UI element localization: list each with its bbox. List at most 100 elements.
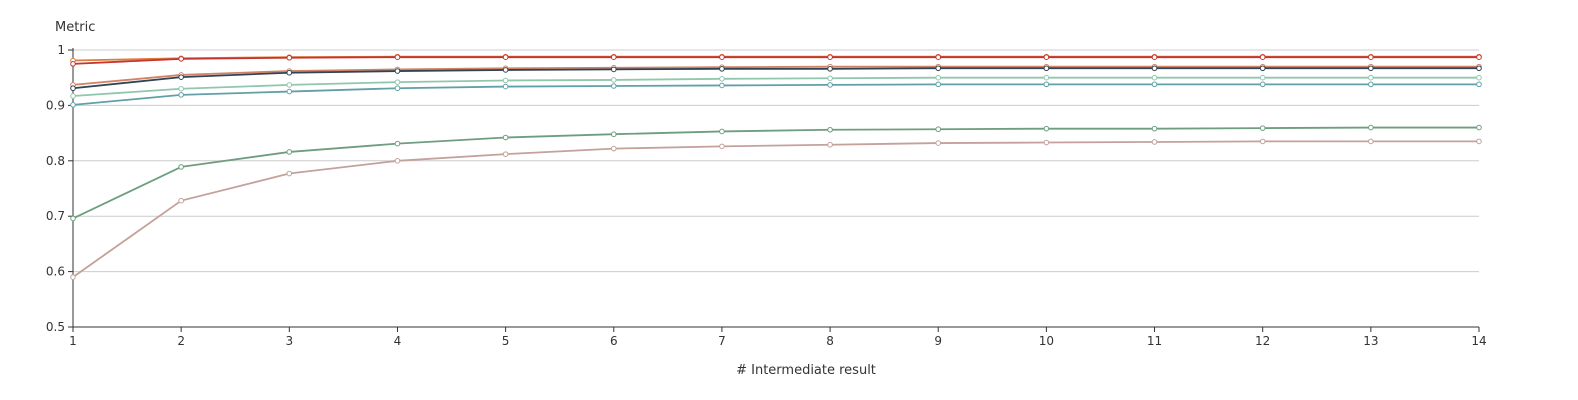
data-point[interactable] [70, 215, 76, 222]
data-point[interactable] [1476, 81, 1482, 88]
data-point[interactable] [1043, 139, 1050, 146]
data-point[interactable] [1259, 74, 1266, 81]
data-point[interactable] [178, 74, 184, 80]
data-point[interactable] [394, 158, 401, 164]
x-tick-label: 9 [934, 334, 942, 348]
data-point[interactable] [502, 134, 509, 141]
series-group [70, 53, 1482, 280]
data-point[interactable] [1368, 54, 1374, 61]
data-point[interactable] [70, 93, 76, 99]
data-point[interactable] [935, 81, 942, 88]
data-point[interactable] [935, 140, 942, 146]
data-point[interactable] [719, 143, 725, 150]
data-point[interactable] [1259, 138, 1266, 145]
data-point[interactable] [70, 274, 76, 280]
data-point[interactable] [502, 67, 509, 73]
data-point[interactable] [719, 128, 725, 135]
data-point[interactable] [827, 54, 833, 61]
series-line [72, 140, 1479, 278]
data-point[interactable] [178, 197, 184, 204]
data-point[interactable] [1043, 81, 1050, 88]
data-point[interactable] [178, 56, 184, 62]
y-tick-label: 0.9 [46, 98, 65, 112]
data-point[interactable] [1368, 138, 1374, 145]
series-line [72, 56, 1479, 65]
data-point[interactable] [1043, 65, 1050, 72]
series-5 [70, 74, 1482, 99]
data-point[interactable] [1476, 124, 1482, 131]
data-point[interactable] [502, 83, 509, 90]
data-point[interactable] [827, 141, 833, 148]
data-point[interactable] [610, 66, 617, 73]
data-point[interactable] [719, 82, 725, 89]
data-point[interactable] [394, 68, 401, 74]
data-point[interactable] [286, 149, 293, 155]
data-point[interactable] [1151, 74, 1158, 81]
data-point[interactable] [1476, 74, 1482, 81]
data-point[interactable] [286, 88, 293, 95]
x-tick-label: 3 [285, 334, 293, 348]
x-tick-label: 6 [610, 334, 618, 348]
data-point[interactable] [827, 75, 833, 82]
data-point[interactable] [719, 76, 725, 82]
data-point[interactable] [286, 69, 293, 76]
data-point[interactable] [394, 140, 401, 147]
data-point[interactable] [935, 126, 942, 133]
series-6 [70, 81, 1482, 108]
data-point[interactable] [1151, 54, 1158, 61]
data-point[interactable] [178, 85, 184, 92]
data-point[interactable] [70, 85, 76, 92]
data-point[interactable] [610, 145, 617, 152]
x-tick-label: 7 [718, 334, 726, 348]
data-point[interactable] [1043, 54, 1050, 61]
x-axis-title: # Intermediate result [736, 363, 876, 378]
data-point[interactable] [394, 54, 401, 61]
data-point[interactable] [1151, 65, 1158, 72]
data-point[interactable] [719, 54, 725, 61]
data-point[interactable] [719, 66, 725, 72]
data-point[interactable] [70, 61, 76, 67]
data-point[interactable] [1259, 54, 1266, 61]
data-point[interactable] [1259, 65, 1266, 72]
data-point[interactable] [1259, 125, 1266, 131]
data-point[interactable] [610, 131, 617, 138]
data-point[interactable] [1368, 81, 1374, 88]
data-point[interactable] [1151, 139, 1158, 145]
data-point[interactable] [1368, 124, 1374, 131]
data-point[interactable] [1476, 65, 1482, 72]
data-point[interactable] [1043, 74, 1050, 81]
data-point[interactable] [827, 126, 833, 133]
data-point[interactable] [1476, 54, 1482, 61]
series-line [72, 83, 1479, 106]
data-point[interactable] [610, 77, 617, 83]
data-point[interactable] [502, 151, 509, 157]
data-point[interactable] [394, 79, 401, 85]
x-tick-label: 5 [502, 334, 510, 348]
data-point[interactable] [1476, 138, 1482, 145]
data-point[interactable] [1043, 125, 1050, 132]
y-tick-label: 0.5 [46, 320, 65, 334]
data-point[interactable] [1259, 81, 1266, 88]
data-point[interactable] [935, 74, 942, 81]
series-8 [70, 138, 1482, 280]
data-point[interactable] [286, 82, 293, 88]
data-point[interactable] [70, 102, 76, 108]
data-point[interactable] [394, 85, 401, 92]
data-point[interactable] [827, 82, 833, 88]
series-7 [70, 124, 1482, 222]
data-point[interactable] [935, 65, 942, 72]
data-point[interactable] [178, 92, 184, 98]
data-point[interactable] [178, 164, 184, 170]
data-point[interactable] [502, 77, 509, 84]
data-point[interactable] [610, 54, 617, 61]
data-point[interactable] [935, 54, 942, 61]
data-point[interactable] [827, 66, 833, 72]
data-point[interactable] [286, 54, 293, 61]
data-point[interactable] [1368, 74, 1374, 81]
data-point[interactable] [1151, 81, 1158, 88]
data-point[interactable] [286, 170, 293, 177]
data-point[interactable] [502, 54, 509, 61]
data-point[interactable] [1151, 125, 1158, 132]
data-point[interactable] [610, 83, 617, 89]
data-point[interactable] [1368, 65, 1374, 72]
